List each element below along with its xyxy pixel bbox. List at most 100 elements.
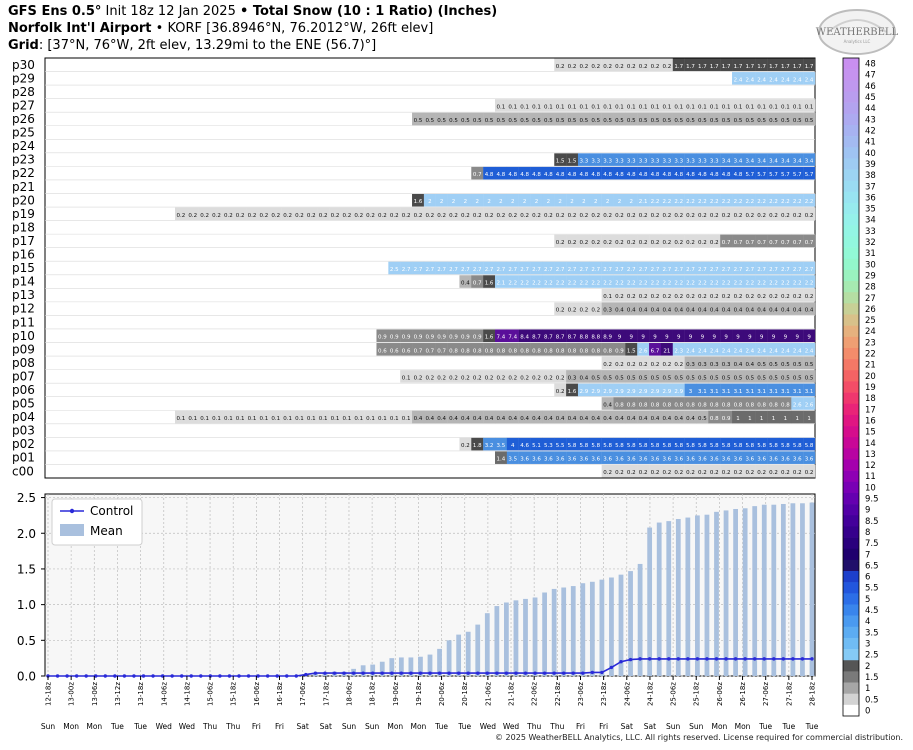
- heatmap-cell: [684, 58, 697, 72]
- member-label: p11: [12, 315, 35, 329]
- heatmap-cell: [471, 410, 484, 424]
- heatmap-cell-value: 2.7: [402, 267, 411, 273]
- heatmap-cell-value: 0.8: [781, 402, 790, 408]
- heatmap-cell: [530, 329, 543, 343]
- member-label: p18: [12, 220, 35, 234]
- heatmap-cell-value: 0.2: [449, 375, 458, 381]
- day-label: Mon: [63, 722, 79, 731]
- heatmap-cell-value: 9: [665, 335, 669, 341]
- heatmap-cell-value: 1.7: [805, 64, 814, 70]
- heatmap-cell: [554, 437, 567, 451]
- heatmap-cell: [755, 72, 768, 85]
- heatmap-cell: [791, 193, 804, 207]
- heatmap-cell-value: 9: [701, 335, 705, 341]
- mean-bar: [551, 588, 557, 676]
- heatmap-cell-value: 2.2: [722, 199, 731, 205]
- heatmap-cell: [589, 329, 602, 343]
- member-label: p25: [12, 126, 35, 140]
- mean-bar: [580, 583, 586, 676]
- heatmap-cell-value: 0.4: [532, 416, 541, 422]
- heatmap-cell-value: 0.1: [722, 104, 731, 110]
- colorbar-segment: [843, 537, 859, 550]
- heatmap-cell: [530, 261, 543, 275]
- heatmap-cell-value: 3.3: [674, 159, 683, 165]
- heatmap-cell: [708, 166, 721, 180]
- heatmap-cell-value: 0.2: [485, 213, 494, 219]
- heatmap-cell-value: 2.1: [639, 199, 648, 205]
- heatmap-cell-value: 8.9: [603, 335, 612, 341]
- heatmap-cell-value: 4.8: [651, 172, 660, 178]
- heatmap-cell: [530, 451, 543, 464]
- heatmap-cell-value: 0.4: [473, 416, 482, 422]
- heatmap-cell: [672, 275, 685, 288]
- heatmap-cell: [506, 207, 519, 221]
- colorbar-segment: [843, 269, 859, 282]
- heatmap-cell-value: 0.5: [734, 118, 743, 124]
- heatmap-cell-value: 2.9: [651, 389, 660, 395]
- control-point: [743, 657, 747, 661]
- heatmap-cell-value: 0.2: [686, 294, 695, 300]
- heatmap-cell: [495, 410, 508, 424]
- heatmap-cell-value: 0.1: [402, 375, 411, 381]
- heatmap-cell: [696, 397, 709, 410]
- heatmap-cell-value: 2.4: [698, 348, 707, 354]
- heatmap-cell: [696, 302, 709, 315]
- heatmap-cell: [613, 99, 626, 112]
- mean-bar: [570, 586, 576, 676]
- heatmap-cell-value: 0.7: [734, 240, 743, 246]
- heatmap-cell: [412, 207, 425, 221]
- heatmap-cell-value: 2: [475, 199, 479, 205]
- heatmap-cell: [660, 302, 673, 315]
- heatmap-cell: [471, 207, 484, 221]
- heatmap-cell-value: 0.4: [769, 308, 778, 314]
- control-point: [113, 674, 117, 678]
- heatmap-cell: [779, 207, 792, 221]
- day-label: Fri: [576, 722, 585, 731]
- day-label: Thu: [202, 722, 217, 731]
- heatmap-cell: [530, 99, 543, 112]
- heatmap-cell-value: 3.3: [651, 159, 660, 165]
- heatmap-cell-value: 0.8: [662, 402, 671, 408]
- heatmap-cell: [779, 437, 792, 451]
- colorbar-segment: [843, 649, 859, 661]
- mean-bar: [542, 592, 547, 676]
- heatmap-cell: [471, 329, 484, 343]
- heatmap-cell-value: 0.5: [544, 118, 553, 124]
- heatmap-cell: [767, 207, 780, 221]
- mean-bar: [456, 634, 462, 676]
- heatmap-cell-value: 0.4: [603, 416, 612, 422]
- colorbar-segment: [843, 180, 859, 193]
- heatmap-cell: [672, 343, 685, 356]
- heatmap-cell-value: 2.7: [686, 267, 695, 273]
- heatmap-cell: [566, 410, 579, 424]
- heatmap-cell-value: 0.5: [769, 118, 778, 124]
- heatmap-cell: [791, 166, 804, 180]
- colorbar-label: 14: [865, 439, 876, 449]
- heatmap-cell: [696, 261, 709, 275]
- heatmap-cell: [649, 275, 662, 288]
- colorbar-label: 10: [865, 483, 876, 493]
- heatmap-cell-value: 0.2: [556, 389, 565, 395]
- heatmap-cell-value: 0.2: [781, 294, 790, 300]
- mean-bar: [561, 587, 567, 676]
- heatmap-cell: [791, 302, 804, 315]
- heatmap-cell-value: 0.9: [473, 335, 482, 341]
- heatmap-cell-value: 0.1: [627, 104, 636, 110]
- heatmap-cell-value: 0.5: [793, 118, 802, 124]
- heatmap-cell-value: 9: [641, 335, 645, 341]
- heatmap-cell: [542, 261, 555, 275]
- heatmap-cell: [767, 370, 780, 383]
- mean-bar: [599, 579, 605, 676]
- heatmap-cell: [649, 166, 662, 180]
- colorbar-segment: [843, 526, 859, 538]
- heatmap-cell-value: 3.5: [497, 443, 506, 449]
- heatmap-cell: [613, 275, 626, 288]
- heatmap-cell-value: 3.6: [674, 457, 683, 463]
- day-label: Tue: [110, 722, 124, 731]
- heatmap-cell-value: 2.7: [580, 267, 589, 273]
- colorbar-segment: [843, 325, 859, 338]
- heatmap-cell: [767, 329, 780, 343]
- day-label: Sat: [621, 722, 633, 731]
- heatmap-cell: [495, 261, 508, 275]
- heatmap-cell-value: 0.4: [591, 416, 600, 422]
